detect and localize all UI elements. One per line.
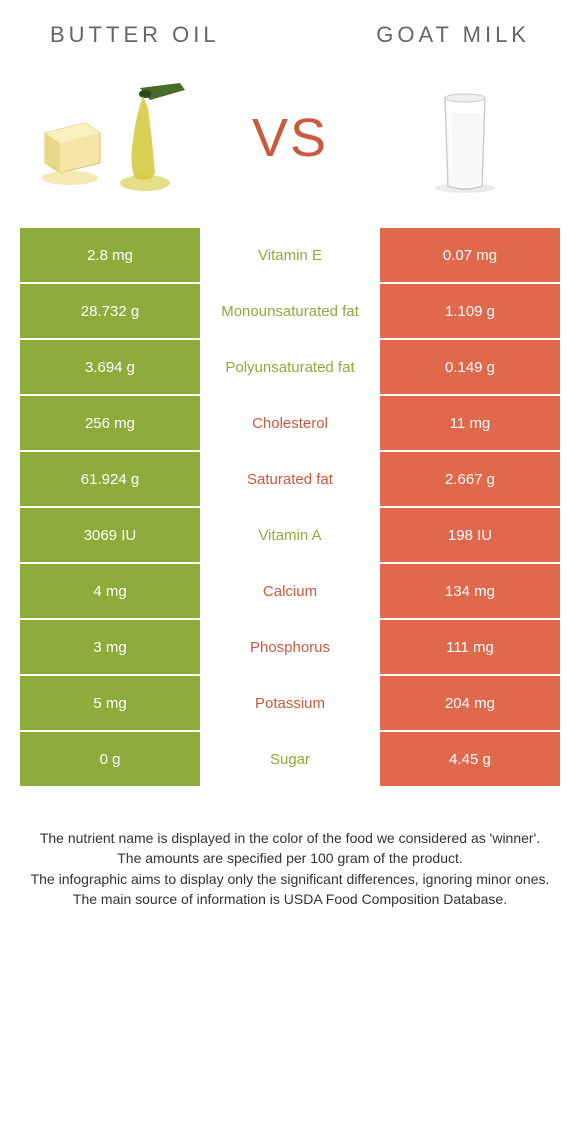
footer-line: The infographic aims to display only the… bbox=[30, 869, 550, 889]
cell-left-value: 3069 IU bbox=[20, 508, 200, 562]
header-row: BUTTER OIL GOAT MILK bbox=[0, 0, 580, 58]
table-row: 0 gSugar4.45 g bbox=[20, 732, 560, 788]
cell-left-value: 256 mg bbox=[20, 396, 200, 450]
cell-nutrient-name: Monounsaturated fat bbox=[200, 284, 380, 338]
cell-right-value: 2.667 g bbox=[380, 452, 560, 506]
cell-right-value: 111 mg bbox=[380, 620, 560, 674]
cell-right-value: 4.45 g bbox=[380, 732, 560, 786]
cell-nutrient-name: Cholesterol bbox=[200, 396, 380, 450]
table-row: 3.694 gPolyunsaturated fat0.149 g bbox=[20, 340, 560, 396]
cell-left-value: 4 mg bbox=[20, 564, 200, 618]
cell-nutrient-name: Sugar bbox=[200, 732, 380, 786]
cell-left-value: 2.8 mg bbox=[20, 228, 200, 282]
cell-nutrient-name: Vitamin A bbox=[200, 508, 380, 562]
table-row: 256 mgCholesterol11 mg bbox=[20, 396, 560, 452]
cell-right-value: 134 mg bbox=[380, 564, 560, 618]
cell-left-value: 3.694 g bbox=[20, 340, 200, 394]
cell-right-value: 0.149 g bbox=[380, 340, 560, 394]
nutrient-table: 2.8 mgVitamin E0.07 mg28.732 gMonounsatu… bbox=[20, 228, 560, 788]
footer-line: The nutrient name is displayed in the co… bbox=[30, 828, 550, 848]
cell-nutrient-name: Calcium bbox=[200, 564, 380, 618]
cell-right-value: 204 mg bbox=[380, 676, 560, 730]
table-row: 61.924 gSaturated fat2.667 g bbox=[20, 452, 560, 508]
goat-milk-icon bbox=[390, 78, 540, 198]
cell-nutrient-name: Potassium bbox=[200, 676, 380, 730]
food-title-right: GOAT MILK bbox=[376, 22, 530, 48]
cell-nutrient-name: Phosphorus bbox=[200, 620, 380, 674]
footer-line: The amounts are specified per 100 gram o… bbox=[30, 848, 550, 868]
cell-nutrient-name: Vitamin E bbox=[200, 228, 380, 282]
table-row: 3 mgPhosphorus111 mg bbox=[20, 620, 560, 676]
vs-row: VS bbox=[0, 58, 580, 228]
table-row: 4 mgCalcium134 mg bbox=[20, 564, 560, 620]
cell-nutrient-name: Polyunsaturated fat bbox=[200, 340, 380, 394]
footer-line: The main source of information is USDA F… bbox=[30, 889, 550, 909]
cell-right-value: 11 mg bbox=[380, 396, 560, 450]
table-row: 2.8 mgVitamin E0.07 mg bbox=[20, 228, 560, 284]
cell-right-value: 1.109 g bbox=[380, 284, 560, 338]
table-row: 3069 IUVitamin A198 IU bbox=[20, 508, 560, 564]
cell-left-value: 61.924 g bbox=[20, 452, 200, 506]
cell-left-value: 28.732 g bbox=[20, 284, 200, 338]
table-row: 5 mgPotassium204 mg bbox=[20, 676, 560, 732]
butter-oil-icon bbox=[40, 78, 190, 198]
cell-nutrient-name: Saturated fat bbox=[200, 452, 380, 506]
footer-notes: The nutrient name is displayed in the co… bbox=[0, 788, 580, 909]
cell-left-value: 3 mg bbox=[20, 620, 200, 674]
cell-left-value: 0 g bbox=[20, 732, 200, 786]
vs-label: VS bbox=[252, 107, 328, 169]
cell-right-value: 0.07 mg bbox=[380, 228, 560, 282]
food-title-left: BUTTER OIL bbox=[50, 22, 220, 48]
cell-right-value: 198 IU bbox=[380, 508, 560, 562]
table-row: 28.732 gMonounsaturated fat1.109 g bbox=[20, 284, 560, 340]
cell-left-value: 5 mg bbox=[20, 676, 200, 730]
